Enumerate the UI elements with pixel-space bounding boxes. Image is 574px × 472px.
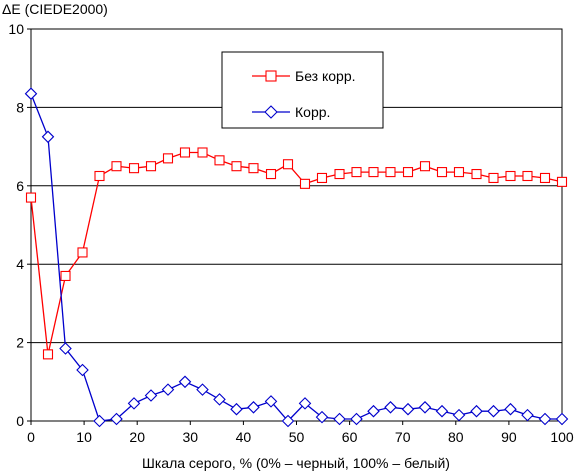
data-point <box>264 395 278 408</box>
legend-box <box>221 51 384 129</box>
data-point <box>213 393 226 406</box>
data-point <box>452 408 466 422</box>
data-point <box>230 402 243 416</box>
data-point <box>470 404 483 418</box>
data-point <box>144 389 158 402</box>
data-point <box>418 401 432 414</box>
y-tick-label: 4 <box>16 256 24 272</box>
data-point <box>538 412 552 426</box>
data-point <box>316 172 328 184</box>
legend-label-1: Корр. <box>295 104 330 120</box>
series-line-0 <box>30 151 563 355</box>
data-point <box>436 167 448 178</box>
data-point <box>197 147 208 158</box>
x-tick-label: 10 <box>76 429 92 445</box>
data-point <box>435 404 449 418</box>
y-tick-label: 2 <box>16 335 24 351</box>
x-tick-label: 100 <box>550 429 574 445</box>
grid <box>31 106 562 344</box>
data-point <box>110 412 123 426</box>
data-point <box>556 176 568 187</box>
x-tick-label: 90 <box>501 429 517 445</box>
data-point <box>299 178 311 189</box>
data-point <box>93 414 106 428</box>
data-point <box>384 401 397 414</box>
data-point <box>178 375 192 389</box>
data-point <box>248 163 259 174</box>
data-point <box>41 130 55 144</box>
data-point <box>401 402 415 416</box>
x-tick-label: 20 <box>129 429 145 445</box>
data-point <box>77 247 88 258</box>
data-point <box>282 159 294 170</box>
x-axis-label: Шкала серого, % (0% – черный, 100% – бел… <box>142 455 450 471</box>
x-tick-label: 50 <box>289 429 305 445</box>
legend: Без корр. Корр. <box>221 51 384 129</box>
data-point <box>522 170 533 182</box>
data-point <box>367 404 380 418</box>
data-point <box>247 401 260 414</box>
data-point <box>385 167 396 178</box>
data-point <box>334 168 345 180</box>
data-point <box>350 412 363 426</box>
data-point <box>419 161 431 172</box>
data-point <box>298 397 312 410</box>
x-tick-label: 80 <box>448 429 464 445</box>
y-tick-label: 8 <box>16 99 24 115</box>
data-point <box>453 167 465 178</box>
data-point <box>231 161 242 172</box>
data-point <box>505 170 516 182</box>
data-point <box>145 161 157 172</box>
data-point <box>76 363 89 377</box>
x-ticks: 0 10 20 30 40 50 60 70 80 90 100 <box>27 421 574 445</box>
data-point <box>539 172 551 184</box>
x-tick-label: 30 <box>183 429 199 445</box>
data-point <box>127 397 141 410</box>
data-point <box>196 383 209 396</box>
y-tick-label: 0 <box>16 413 24 429</box>
y-ticks: 0 2 4 6 8 10 <box>8 21 31 429</box>
data-point <box>24 87 38 100</box>
data-point <box>162 153 174 164</box>
data-point <box>265 168 277 180</box>
x-tick-label: 40 <box>236 429 252 445</box>
data-point <box>402 167 414 178</box>
data-point <box>128 163 140 174</box>
data-point <box>42 349 54 360</box>
data-point <box>161 383 175 396</box>
data-point <box>59 342 72 355</box>
series-group <box>24 87 569 428</box>
data-point <box>368 167 379 178</box>
data-point <box>60 270 71 282</box>
data-point <box>214 155 225 166</box>
data-point <box>179 147 191 158</box>
data-point <box>351 167 362 178</box>
y-tick-label: 6 <box>16 178 24 194</box>
data-point <box>471 168 482 180</box>
legend-marker-1 <box>264 105 278 119</box>
data-point <box>521 408 534 422</box>
data-point <box>488 172 499 184</box>
x-tick-label: 70 <box>395 429 411 445</box>
y-tick-label: 10 <box>8 21 24 37</box>
data-point <box>333 412 346 426</box>
data-point <box>555 412 569 426</box>
data-point <box>504 402 517 416</box>
legend-marker-0 <box>265 70 277 82</box>
data-point <box>111 161 122 172</box>
data-point <box>281 414 295 428</box>
data-point <box>487 404 500 418</box>
data-point <box>25 192 37 203</box>
x-tick-label: 0 <box>27 429 35 445</box>
x-tick-label: 60 <box>342 429 358 445</box>
y-axis-label: ΔE (CIEDE2000) <box>2 1 108 17</box>
series-line-1 <box>30 93 562 422</box>
legend-label-0: Без корр. <box>295 68 356 84</box>
data-point <box>315 410 329 424</box>
data-point <box>94 170 105 182</box>
